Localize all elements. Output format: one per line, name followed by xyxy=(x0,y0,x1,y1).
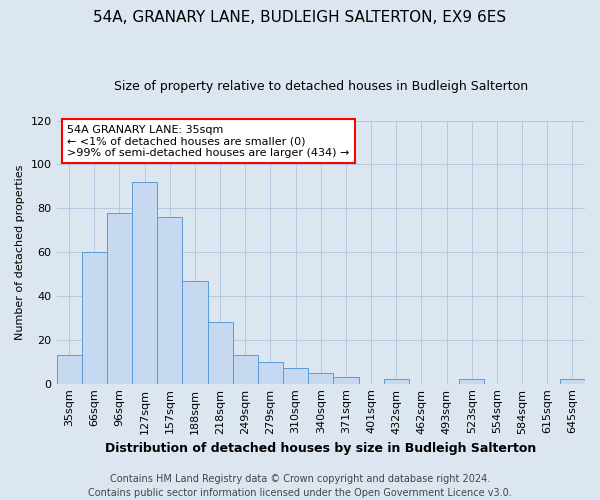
Bar xyxy=(334,377,359,384)
Bar xyxy=(132,182,157,384)
Bar xyxy=(258,362,283,384)
Bar xyxy=(283,368,308,384)
Bar xyxy=(459,380,484,384)
Bar xyxy=(56,355,82,384)
Bar xyxy=(82,252,107,384)
Bar xyxy=(233,355,258,384)
Text: 54A GRANARY LANE: 35sqm
← <1% of detached houses are smaller (0)
>99% of semi-de: 54A GRANARY LANE: 35sqm ← <1% of detache… xyxy=(67,124,349,158)
Text: 54A, GRANARY LANE, BUDLEIGH SALTERTON, EX9 6ES: 54A, GRANARY LANE, BUDLEIGH SALTERTON, E… xyxy=(94,10,506,25)
Y-axis label: Number of detached properties: Number of detached properties xyxy=(15,164,25,340)
Text: Contains HM Land Registry data © Crown copyright and database right 2024.
Contai: Contains HM Land Registry data © Crown c… xyxy=(88,474,512,498)
X-axis label: Distribution of detached houses by size in Budleigh Salterton: Distribution of detached houses by size … xyxy=(105,442,536,455)
Title: Size of property relative to detached houses in Budleigh Salterton: Size of property relative to detached ho… xyxy=(114,80,528,93)
Bar xyxy=(107,212,132,384)
Bar xyxy=(208,322,233,384)
Bar xyxy=(182,280,208,384)
Bar xyxy=(560,380,585,384)
Bar xyxy=(383,380,409,384)
Bar xyxy=(157,217,182,384)
Bar xyxy=(308,372,334,384)
